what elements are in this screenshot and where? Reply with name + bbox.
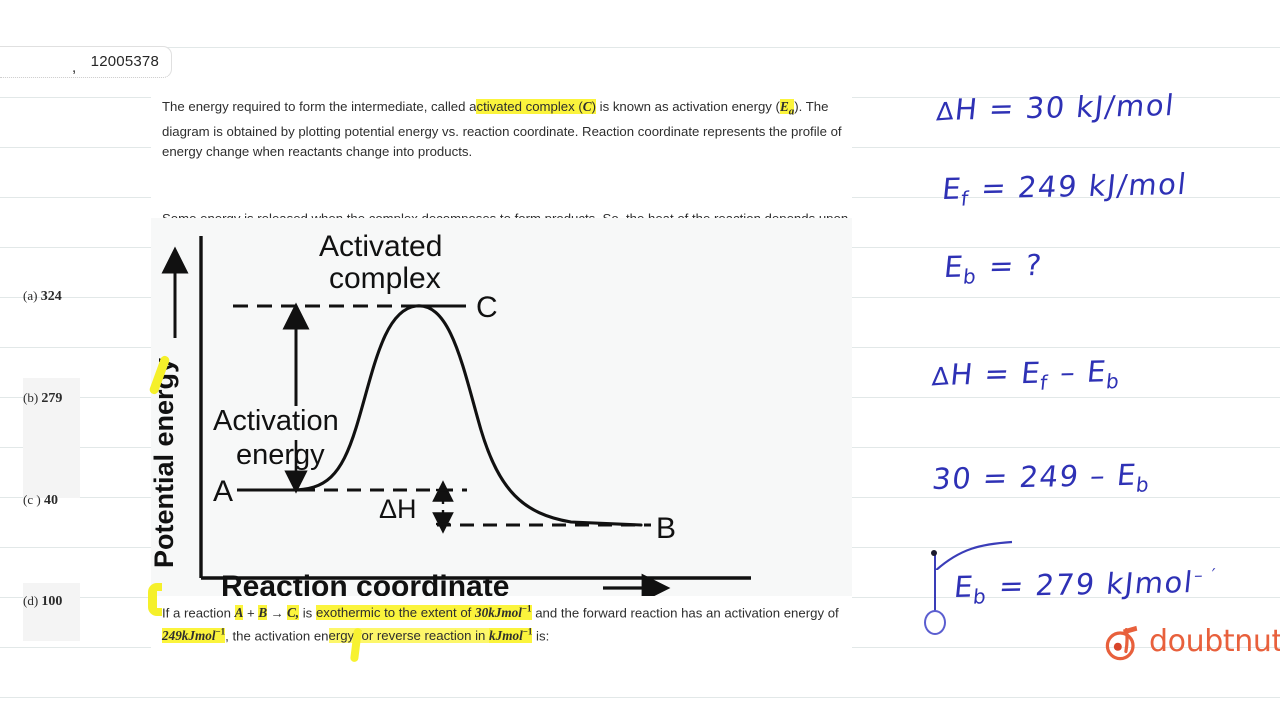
option-a-label: (a) [23, 288, 38, 303]
hw6-subscript: b [971, 584, 989, 609]
delta-h-label: ΔH [379, 494, 417, 524]
tab-comma: , [72, 59, 77, 76]
units-exponent: −1 [522, 626, 533, 637]
question-highlight-reverse: ergy for reverse reaction in [328, 628, 490, 644]
question-segment-5: is: [532, 628, 550, 644]
hw4-head: H = [948, 356, 1023, 392]
rxn-c-symbol: C, [286, 605, 300, 621]
value-30-text: 30kJmol [475, 605, 522, 621]
option-b[interactable]: (b) 279 [23, 390, 62, 407]
doubtnut-logo-text: doubtnut [1149, 624, 1280, 659]
highlighter-bracket-left-lower [148, 583, 162, 616]
reactant-label-A: A [213, 475, 233, 508]
activation-energy-label-line2: energy [236, 439, 325, 471]
passage-p1-highlight-2: Ea [779, 99, 795, 118]
hw5-subscript: b [1134, 472, 1152, 497]
hw1-rest: H = 30 kJ/mol [953, 88, 1177, 127]
hw3-subscript: b [961, 264, 979, 289]
doubtnut-logo-icon [1105, 625, 1138, 661]
handwriting-line-5: 30 = 249 – Eb [930, 457, 1153, 501]
hw2-rest: = 249 kJ/mol [968, 166, 1189, 206]
activated-complex-title-line2: complex [329, 262, 441, 295]
passage-paragraph-1: The energy required to form the intermed… [162, 97, 850, 161]
hw3-rest: = ? [976, 247, 1045, 284]
option-shade-d [23, 583, 80, 641]
content-panel: The energy required to form the intermed… [151, 88, 852, 666]
rxn-a-symbol: A [234, 605, 244, 621]
option-b-value: 279 [41, 391, 63, 406]
option-b-label: (b) [23, 390, 39, 405]
hw4-subscript-2: b [1104, 369, 1122, 394]
option-c[interactable]: (c ) 40 [23, 492, 58, 509]
option-d[interactable]: (d) 100 [23, 593, 62, 610]
value-249-exponent: −1 [215, 626, 226, 637]
option-a-value: 324 [40, 289, 62, 304]
handwriting-line-3: Eb = ? [942, 247, 1045, 289]
passage-p1-highlight-1: ctivated complex (C) [476, 99, 596, 114]
activated-complex-title-line1: Activated [319, 230, 442, 263]
question-segment-3: and the forward reaction has an activati… [531, 605, 839, 621]
question-segment-2: is [299, 605, 316, 621]
passage-p1-symbol-C: C [582, 99, 592, 114]
rxn-plus: + [243, 605, 259, 621]
question-product-C: C, [286, 605, 300, 621]
option-d-value: 100 [41, 594, 63, 609]
option-a[interactable]: (a) 324 [23, 288, 62, 305]
answer-pointer-curve [934, 540, 1013, 570]
peak-label-C: C [476, 291, 498, 324]
passage-p1-hl-close: ) [591, 99, 596, 114]
x-axis-title: Reaction coordinate [221, 570, 509, 596]
question-highlight-value-30: 30kJmol−1 [475, 604, 532, 621]
hw6-superscript: – ′ [1193, 565, 1218, 587]
question-highlight-value-249: 249kJmol−1 [162, 626, 226, 644]
option-c-label: (c ) [23, 492, 41, 507]
rxn-b-symbol: B [258, 605, 268, 621]
question-highlight-exothermic: exothermic to the extent of [315, 605, 476, 621]
passage-p1-segment-1: The energy required to form the intermed… [162, 99, 477, 114]
doubtnut-logo[interactable]: doubtnut [1105, 620, 1280, 664]
passage-p1-hl-text: ctivated complex ( [476, 99, 583, 114]
passage-p1-symbol-E: E [779, 99, 789, 114]
tab-strip: , 12005378 [0, 46, 172, 78]
question-reactant-B: B [258, 605, 268, 621]
units-text: kJmol [489, 628, 523, 644]
energy-profile-diagram: Potential energy [151, 218, 852, 596]
option-c-value: 40 [43, 493, 58, 508]
question-highlight-units: kJmol−1 [489, 626, 533, 644]
hw4-delta: ∆ [931, 361, 952, 392]
value-249-text: 249kJmol [162, 628, 216, 644]
browser-tab[interactable]: , 12005378 [0, 46, 172, 78]
product-label-B: B [656, 512, 676, 545]
energy-profile-svg: Potential energy [151, 230, 751, 596]
handwriting-line-6-answer: Eb = 279 kJmol– ′ [952, 565, 1218, 609]
question-text: If a reaction A + B → C, is exothermic t… [162, 600, 842, 646]
question-segment-4: , the activation en [225, 628, 329, 644]
question-reactant-A: A [234, 605, 244, 621]
hw5-text: 30 = 249 – [930, 458, 1119, 497]
activation-energy-label-line1: Activation [213, 405, 339, 437]
hw6-mid: = 279 kJmol [986, 565, 1196, 604]
value-30-exponent: −1 [521, 604, 532, 614]
rxn-arrow: → [267, 605, 287, 621]
answer-circle-marker [924, 610, 946, 635]
answer-pointer-dot [931, 550, 937, 556]
hw1-delta: ∆ [935, 96, 956, 127]
handwriting-line-1: ∆H = 30 kJ/mol [935, 88, 1177, 127]
passage-p1-symbol-E-sub: a [788, 105, 795, 118]
tab-label: 12005378 [90, 53, 159, 70]
handwriting-line-2: Ef = 249 kJ/mol [940, 167, 1189, 211]
hw4-minus: – [1047, 354, 1089, 390]
handwriting-line-4: ∆H = Ef – Eb [930, 354, 1123, 397]
question-segment-1: If a reaction [162, 605, 235, 621]
passage-p1-segment-3: ). The diagram is obtained by plotting p… [162, 99, 842, 159]
passage-p1-segment-2: is known as activation energy ( [595, 99, 780, 114]
answer-pointer-line [934, 554, 936, 612]
option-d-label: (d) [23, 593, 39, 608]
option-shade-b [23, 378, 80, 498]
